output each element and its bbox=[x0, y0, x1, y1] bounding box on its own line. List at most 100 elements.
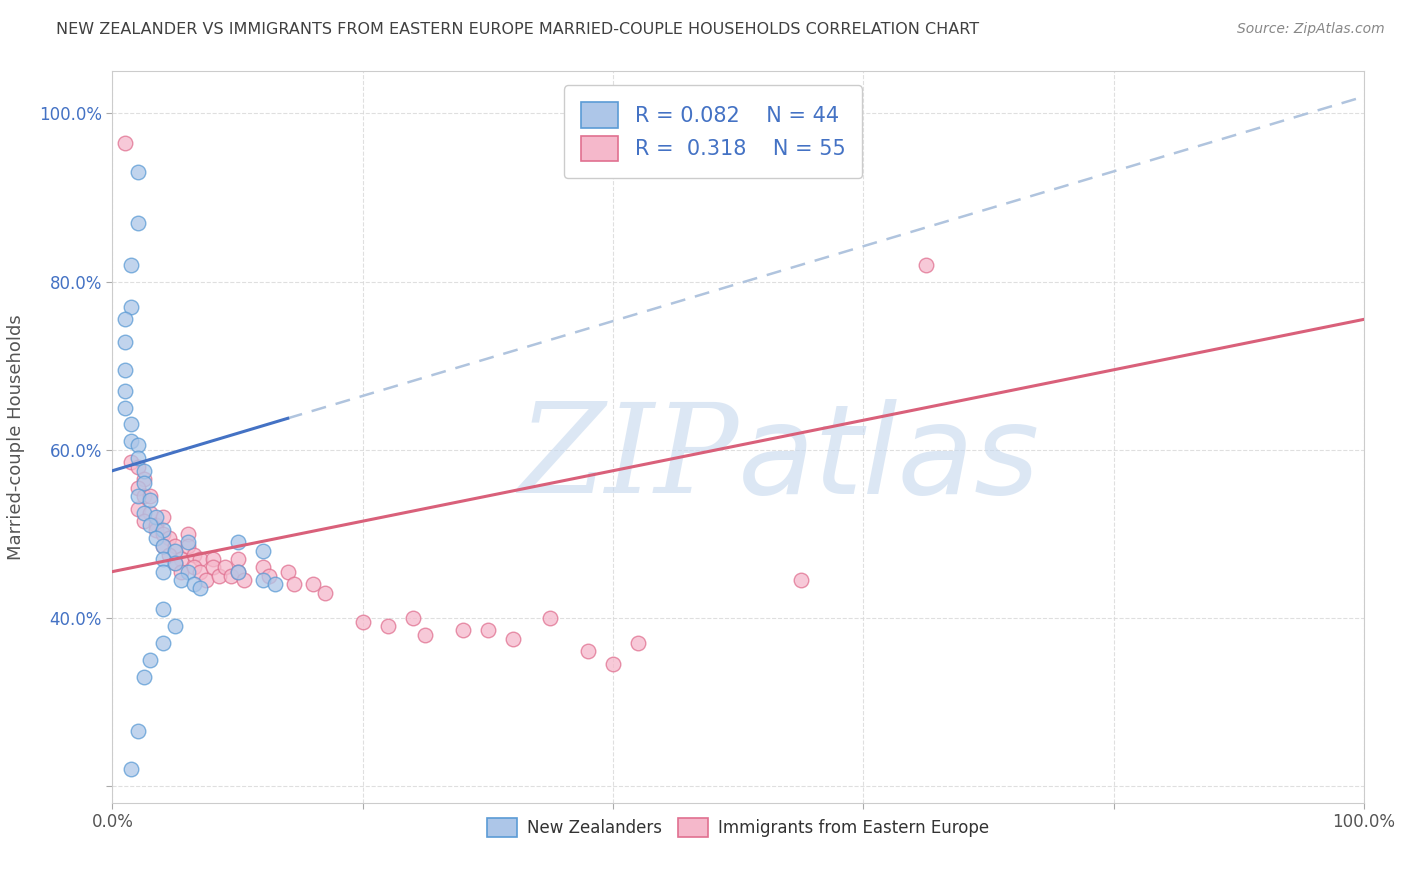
Point bbox=[176, 565, 198, 579]
Point bbox=[152, 540, 174, 554]
Text: atlas: atlas bbox=[738, 399, 1040, 519]
Point bbox=[226, 552, 249, 566]
Point bbox=[214, 560, 236, 574]
Point bbox=[201, 560, 224, 574]
Point bbox=[145, 510, 167, 524]
Point bbox=[226, 565, 249, 579]
Point bbox=[145, 531, 167, 545]
Legend: New Zealanders, Immigrants from Eastern Europe: New Zealanders, Immigrants from Eastern … bbox=[478, 810, 998, 846]
Point bbox=[139, 506, 162, 520]
Point bbox=[139, 489, 162, 503]
Point bbox=[502, 632, 524, 646]
Point bbox=[451, 624, 474, 638]
Point bbox=[152, 526, 174, 541]
Point bbox=[152, 602, 174, 616]
Point bbox=[120, 434, 142, 449]
Point bbox=[221, 569, 243, 583]
Point bbox=[127, 438, 149, 452]
Point bbox=[183, 577, 205, 591]
Point bbox=[152, 540, 174, 554]
Point bbox=[127, 459, 149, 474]
Point bbox=[132, 472, 155, 486]
Point bbox=[188, 552, 211, 566]
Point bbox=[132, 514, 155, 528]
Point bbox=[139, 518, 162, 533]
Point bbox=[163, 556, 186, 570]
Point bbox=[114, 363, 136, 377]
Point bbox=[127, 481, 149, 495]
Point bbox=[188, 582, 211, 596]
Text: NEW ZEALANDER VS IMMIGRANTS FROM EASTERN EUROPE MARRIED-COUPLE HOUSEHOLDS CORREL: NEW ZEALANDER VS IMMIGRANTS FROM EASTERN… bbox=[56, 22, 980, 37]
Point bbox=[127, 724, 149, 739]
Point bbox=[183, 560, 205, 574]
Point bbox=[208, 569, 231, 583]
Point bbox=[232, 573, 254, 587]
Point bbox=[176, 535, 198, 549]
Point bbox=[576, 644, 599, 658]
Point bbox=[163, 619, 186, 633]
Point bbox=[627, 636, 650, 650]
Point bbox=[252, 573, 274, 587]
Point bbox=[314, 585, 336, 599]
Point bbox=[132, 489, 155, 503]
Point bbox=[127, 165, 149, 179]
Point bbox=[127, 501, 149, 516]
Point bbox=[226, 535, 249, 549]
Point bbox=[120, 300, 142, 314]
Point bbox=[132, 476, 155, 491]
Point bbox=[120, 417, 142, 432]
Text: ZIP: ZIP bbox=[517, 398, 738, 520]
Point bbox=[602, 657, 624, 671]
Point bbox=[201, 552, 224, 566]
Point bbox=[114, 384, 136, 398]
Point bbox=[163, 543, 186, 558]
Point bbox=[915, 258, 938, 272]
Point bbox=[145, 518, 167, 533]
Point bbox=[114, 334, 136, 349]
Point bbox=[188, 565, 211, 579]
Point bbox=[252, 560, 274, 574]
Point bbox=[152, 523, 174, 537]
Point bbox=[157, 531, 180, 545]
Point bbox=[120, 455, 142, 469]
Point bbox=[257, 569, 280, 583]
Point bbox=[127, 216, 149, 230]
Point bbox=[413, 627, 436, 641]
Point bbox=[127, 451, 149, 466]
Point bbox=[127, 489, 149, 503]
Point bbox=[538, 611, 561, 625]
Point bbox=[120, 258, 142, 272]
Point bbox=[170, 573, 193, 587]
Point bbox=[163, 540, 186, 554]
Point bbox=[163, 556, 186, 570]
Point bbox=[790, 573, 813, 587]
Point bbox=[377, 619, 399, 633]
Point bbox=[402, 611, 425, 625]
Point bbox=[301, 577, 323, 591]
Point bbox=[152, 565, 174, 579]
Point bbox=[176, 526, 198, 541]
Point bbox=[139, 653, 162, 667]
Point bbox=[114, 401, 136, 415]
Point bbox=[114, 312, 136, 326]
Point bbox=[120, 762, 142, 776]
Point bbox=[152, 510, 174, 524]
Point bbox=[277, 565, 299, 579]
Point bbox=[170, 565, 193, 579]
Point bbox=[352, 615, 374, 629]
Point bbox=[157, 548, 180, 562]
Point bbox=[176, 540, 198, 554]
Point bbox=[183, 548, 205, 562]
Point bbox=[226, 565, 249, 579]
Y-axis label: Married-couple Households: Married-couple Households bbox=[7, 314, 25, 560]
Point bbox=[145, 523, 167, 537]
Point bbox=[152, 636, 174, 650]
Point bbox=[252, 543, 274, 558]
Point bbox=[132, 670, 155, 684]
Point bbox=[132, 506, 155, 520]
Point bbox=[152, 552, 174, 566]
Point bbox=[264, 577, 287, 591]
Point bbox=[139, 493, 162, 508]
Point bbox=[477, 624, 499, 638]
Point bbox=[132, 464, 155, 478]
